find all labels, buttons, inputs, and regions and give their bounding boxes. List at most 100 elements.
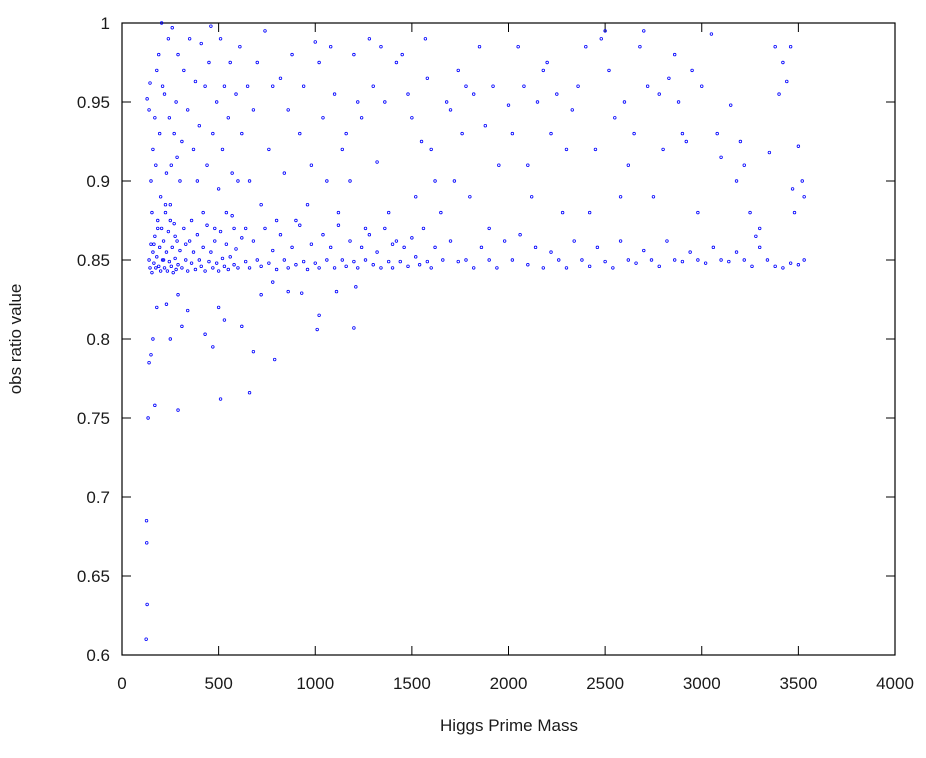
data-point bbox=[371, 263, 375, 267]
data-point bbox=[758, 245, 762, 250]
x-tick-label: 0 bbox=[117, 674, 126, 693]
data-point bbox=[325, 258, 329, 262]
data-point bbox=[421, 226, 426, 231]
data-point bbox=[557, 258, 561, 262]
data-point bbox=[146, 416, 150, 420]
plot-frame bbox=[121, 22, 896, 656]
data-point bbox=[363, 226, 368, 231]
data-points bbox=[144, 21, 806, 641]
data-point bbox=[184, 258, 188, 262]
data-point bbox=[375, 250, 379, 254]
data-point bbox=[153, 234, 157, 238]
data-point bbox=[211, 266, 215, 270]
data-point bbox=[305, 202, 310, 207]
data-point bbox=[251, 349, 256, 354]
data-point bbox=[541, 68, 545, 73]
data-point bbox=[263, 29, 267, 33]
data-point bbox=[526, 263, 530, 267]
data-point bbox=[352, 259, 356, 264]
x-tick-label: 1500 bbox=[393, 674, 431, 693]
data-point bbox=[220, 256, 225, 261]
data-point bbox=[234, 247, 238, 251]
data-point bbox=[642, 29, 646, 33]
data-point bbox=[180, 266, 184, 270]
data-point bbox=[781, 266, 785, 270]
data-point bbox=[176, 263, 180, 267]
data-point bbox=[201, 210, 205, 215]
data-point bbox=[665, 239, 669, 243]
data-point bbox=[160, 258, 165, 262]
data-point bbox=[383, 100, 387, 104]
data-point bbox=[175, 239, 179, 243]
data-point bbox=[354, 285, 358, 289]
y-axis-title: obs ratio value bbox=[6, 284, 25, 395]
data-point bbox=[460, 131, 464, 136]
data-point bbox=[170, 245, 174, 250]
data-point bbox=[414, 255, 418, 259]
data-point bbox=[719, 155, 723, 159]
data-point bbox=[216, 305, 221, 310]
data-point bbox=[510, 258, 515, 262]
data-point bbox=[495, 266, 499, 270]
data-point bbox=[191, 250, 196, 254]
data-point bbox=[155, 255, 159, 259]
data-point bbox=[170, 26, 174, 30]
data-point bbox=[356, 100, 360, 104]
data-point bbox=[286, 289, 290, 294]
data-point bbox=[398, 259, 402, 264]
data-point bbox=[352, 326, 356, 330]
data-point bbox=[468, 195, 472, 199]
data-point bbox=[298, 131, 302, 136]
data-point bbox=[734, 250, 739, 254]
data-point bbox=[168, 218, 173, 223]
data-point bbox=[218, 397, 223, 401]
data-point bbox=[715, 131, 719, 136]
data-point bbox=[211, 131, 215, 136]
data-point bbox=[464, 258, 468, 262]
data-point bbox=[638, 45, 642, 49]
data-point bbox=[220, 147, 225, 152]
data-point bbox=[149, 179, 153, 183]
data-point bbox=[228, 60, 232, 65]
data-point bbox=[199, 264, 203, 269]
data-point bbox=[402, 245, 406, 250]
data-point bbox=[309, 163, 314, 167]
data-point bbox=[151, 337, 155, 341]
data-point bbox=[286, 266, 290, 270]
data-point bbox=[696, 258, 700, 262]
data-point bbox=[224, 242, 229, 246]
data-point bbox=[271, 248, 275, 253]
data-point bbox=[149, 242, 153, 246]
data-point bbox=[147, 258, 151, 262]
data-point bbox=[549, 131, 553, 136]
data-point bbox=[439, 210, 443, 215]
data-point bbox=[309, 242, 314, 246]
data-point bbox=[576, 84, 580, 88]
data-point bbox=[184, 242, 188, 246]
data-point bbox=[180, 139, 184, 144]
y-tick-label: 0.75 bbox=[77, 409, 110, 428]
data-point bbox=[145, 541, 149, 545]
data-point bbox=[232, 263, 236, 267]
data-point bbox=[587, 210, 592, 215]
data-point bbox=[344, 131, 348, 136]
data-point bbox=[175, 155, 179, 159]
data-point bbox=[383, 226, 387, 231]
data-point bbox=[502, 239, 507, 243]
data-point bbox=[145, 602, 149, 607]
data-point bbox=[472, 266, 476, 270]
data-point bbox=[182, 68, 186, 73]
data-point bbox=[173, 234, 177, 238]
data-point bbox=[301, 259, 306, 264]
data-point bbox=[522, 84, 526, 88]
data-point bbox=[222, 318, 227, 322]
data-point bbox=[729, 103, 733, 107]
data-point bbox=[147, 108, 151, 112]
data-point bbox=[271, 84, 275, 88]
data-point bbox=[193, 79, 198, 84]
data-point bbox=[555, 92, 559, 96]
data-point bbox=[680, 131, 685, 136]
data-point bbox=[152, 261, 156, 265]
axis-ticks bbox=[121, 22, 896, 656]
data-point bbox=[448, 108, 453, 112]
